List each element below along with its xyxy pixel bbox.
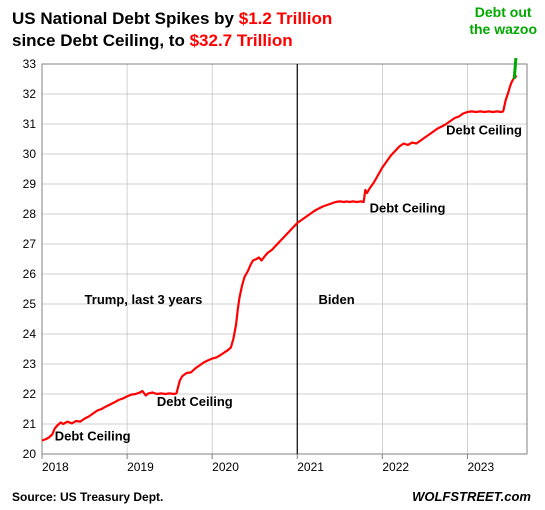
svg-text:2021: 2021 — [297, 460, 324, 474]
svg-text:28: 28 — [23, 207, 37, 221]
svg-text:31: 31 — [23, 117, 37, 131]
svg-text:Debt Ceiling: Debt Ceiling — [370, 201, 446, 216]
title-highlight: $1.2 Trillion — [239, 9, 333, 28]
svg-text:21: 21 — [23, 417, 37, 431]
svg-text:29: 29 — [23, 177, 37, 191]
svg-text:20: 20 — [23, 447, 37, 461]
svg-text:27: 27 — [23, 237, 37, 251]
svg-text:2018: 2018 — [42, 460, 69, 474]
chart-title: US National Debt Spikes by $1.2 Trillion… — [12, 8, 332, 52]
svg-text:22: 22 — [23, 387, 37, 401]
title-text: US National Debt Spikes by — [12, 9, 239, 28]
svg-text:2022: 2022 — [382, 460, 409, 474]
title-highlight: $32.7 Trillion — [190, 31, 293, 50]
svg-text:2020: 2020 — [212, 460, 239, 474]
debt-chart: 2021222324252627282930313233201820192020… — [10, 58, 535, 478]
svg-text:Debt Ceiling: Debt Ceiling — [446, 123, 522, 138]
svg-text:2023: 2023 — [467, 460, 494, 474]
svg-text:33: 33 — [23, 58, 37, 71]
svg-text:Trump, last 3 years: Trump, last 3 years — [85, 292, 203, 307]
svg-text:30: 30 — [23, 147, 37, 161]
svg-text:25: 25 — [23, 297, 37, 311]
svg-text:26: 26 — [23, 267, 37, 281]
source-label: Source: US Treasury Dept. — [12, 490, 163, 504]
svg-text:Debt Ceiling: Debt Ceiling — [157, 394, 233, 409]
svg-text:24: 24 — [23, 327, 37, 341]
wazoo-label: Debt out the wazoo — [469, 4, 537, 38]
title-text: since Debt Ceiling, to — [12, 31, 190, 50]
svg-text:2019: 2019 — [127, 460, 154, 474]
svg-text:Debt Ceiling: Debt Ceiling — [55, 429, 131, 444]
svg-text:23: 23 — [23, 357, 37, 371]
svg-text:32: 32 — [23, 87, 37, 101]
svg-text:Biden: Biden — [319, 292, 355, 307]
site-credit: WOLFSTREET.com — [412, 489, 531, 504]
